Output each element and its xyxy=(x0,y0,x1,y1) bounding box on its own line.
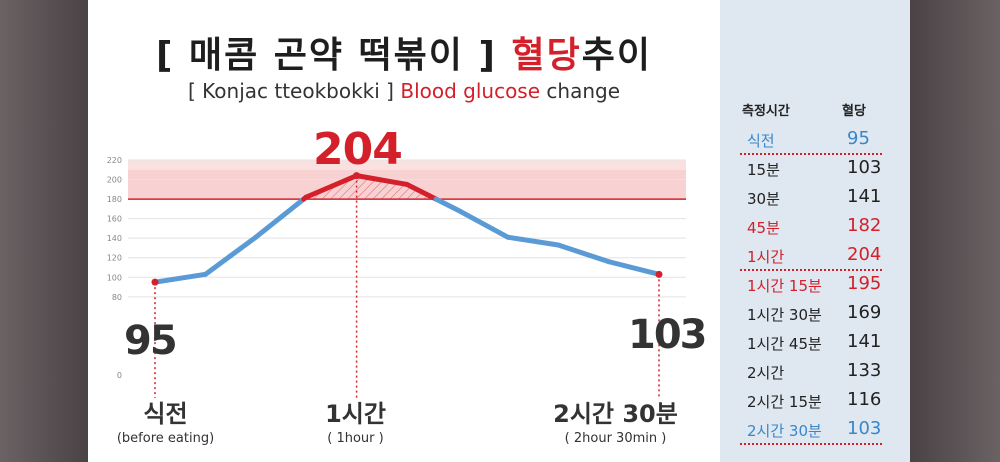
table-row: 1시간 30분 169 xyxy=(720,298,910,327)
row-value: 141 xyxy=(847,186,882,207)
x-label-1hour: 1시간 ( 1hour ) xyxy=(288,394,423,446)
row-time: 2시간 15분 xyxy=(747,393,822,411)
title-main: [ 매콤 곤약 떡볶이 ] xyxy=(156,35,497,76)
start-point xyxy=(151,278,159,286)
line-segment xyxy=(354,173,410,187)
row-time: 1시간 30분 xyxy=(747,306,822,324)
row-value: 182 xyxy=(847,215,882,236)
line-segment xyxy=(253,196,307,240)
row-value: 169 xyxy=(847,302,882,323)
y-tick-label: 180 xyxy=(107,195,122,204)
title-red: 혈당 xyxy=(511,35,582,76)
y-tick-label: 80 xyxy=(112,293,122,302)
chart-subtitle: [ Konjac tteokbokki ] Blood glucose chan… xyxy=(88,79,720,103)
y-tick-label: 100 xyxy=(107,273,122,282)
glucose-table: 측정시간 혈당 식전 95 15분 103 30분 141 45분 182 1시간 204 1시간 … xyxy=(720,0,910,462)
row-value: 195 xyxy=(847,273,882,294)
chart-title: [ 매콤 곤약 떡볶이 ] 혈당추이 xyxy=(88,26,720,78)
row-value: 133 xyxy=(847,360,882,381)
x-label-end: 2시간 30분 ( 2hour 30min ) xyxy=(533,394,698,446)
x-label-end-main: 2시간 30분 xyxy=(553,400,678,428)
line-segment xyxy=(606,259,662,277)
peak-point xyxy=(353,172,361,180)
background-right xyxy=(910,0,1000,462)
table-row: 2시간 133 xyxy=(720,356,910,385)
table-row: 45분 182 xyxy=(720,211,910,240)
table-row: 식전 95 xyxy=(740,124,882,155)
subtitle-post: change xyxy=(546,79,620,103)
line-segment xyxy=(454,207,511,240)
row-time: 30분 xyxy=(747,190,780,208)
background-left xyxy=(0,0,88,462)
table-row: 2시간 15분 116 xyxy=(720,385,910,414)
y-tick-label: 160 xyxy=(107,215,122,224)
line-segment xyxy=(555,242,612,265)
y-tick-label: 220 xyxy=(107,156,122,165)
table-row: 30분 141 xyxy=(720,182,910,211)
chart-card: [ 매콤 곤약 떡볶이 ] 혈당추이 [ Konjac tteokbokki ]… xyxy=(88,0,720,462)
row-time: 식전 xyxy=(747,132,775,150)
x-label-1hour-main: 1시간 xyxy=(325,400,386,428)
row-value: 116 xyxy=(847,389,882,410)
table-header-time: 측정시간 xyxy=(742,104,790,119)
row-time: 1시간 xyxy=(747,248,785,266)
row-time: 2시간 xyxy=(747,364,785,382)
y-tick-label: 0 xyxy=(117,371,122,380)
x-label-before-sub: (before eating) xyxy=(116,431,215,446)
y-tick-label: 200 xyxy=(107,176,122,185)
y-tick-label: 140 xyxy=(107,234,122,243)
y-tick-label: 120 xyxy=(107,254,122,263)
line-segment xyxy=(505,234,561,248)
row-time: 1시간 15분 xyxy=(747,277,822,295)
table-row: 2시간 30분 103 xyxy=(740,414,882,445)
row-time: 2시간 30분 xyxy=(747,422,822,440)
row-value: 103 xyxy=(847,157,882,178)
x-label-end-sub: ( 2hour 30min ) xyxy=(564,431,667,446)
end-point xyxy=(655,270,663,278)
row-value: 141 xyxy=(847,331,882,352)
start-value-label: 95 xyxy=(124,318,178,364)
table-row: 15분 103 xyxy=(720,153,910,182)
glucose-line-chart: 0 80 100 120 140 160 180 200 220 xyxy=(107,156,686,398)
subtitle-red: Blood glucose xyxy=(400,79,541,103)
x-label-1hour-sub: ( 1hour ) xyxy=(327,431,384,446)
line-segment xyxy=(404,181,439,202)
x-label-before: 식전 (before eating) xyxy=(98,394,233,446)
row-time: 45분 xyxy=(747,219,780,237)
line-segment xyxy=(202,234,259,277)
line-segment xyxy=(433,196,460,213)
end-value-label: 103 xyxy=(628,312,707,358)
row-time: 1시간 45분 xyxy=(747,335,822,353)
table-row: 1시간 204 xyxy=(740,240,882,271)
x-label-before-main: 식전 xyxy=(143,400,188,428)
row-time: 15분 xyxy=(747,161,780,179)
peak-value-label: 204 xyxy=(313,124,403,175)
title-tail: 추이 xyxy=(581,35,652,76)
line-segment xyxy=(152,271,208,285)
line-segment xyxy=(303,173,360,200)
table-row: 1시간 15분 195 xyxy=(720,269,910,298)
row-value: 204 xyxy=(847,244,882,265)
subtitle-pre: [ Konjac tteokbokki ] xyxy=(188,79,394,103)
table-header-value: 혈당 xyxy=(842,104,866,119)
table-row: 1시간 45분 141 xyxy=(720,327,910,356)
peak-area-hatch xyxy=(303,175,437,200)
row-value: 95 xyxy=(847,128,870,149)
row-value: 103 xyxy=(847,418,882,439)
